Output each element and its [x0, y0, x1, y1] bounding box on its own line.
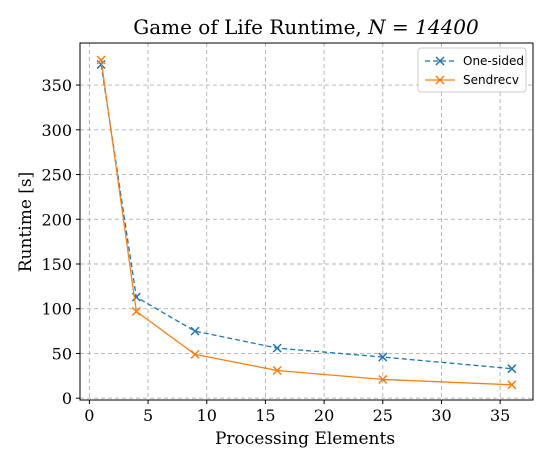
y-tick-label: 100	[41, 300, 72, 319]
x-axis-label: Processing Elements	[215, 429, 395, 449]
marker-x	[96, 55, 106, 65]
y-tick-label: 50	[52, 344, 72, 363]
x-tick-label: 5	[143, 406, 153, 425]
marker-x	[131, 306, 141, 316]
y-tick-label: 150	[41, 255, 72, 274]
marker-x	[378, 352, 388, 362]
marker-x	[190, 349, 200, 359]
marker-x	[272, 343, 282, 353]
marker-x	[190, 326, 200, 336]
chart-title: Game of Life Runtime, N = 14400	[133, 15, 479, 39]
series-line	[100, 64, 512, 370]
marker-x	[507, 364, 517, 374]
y-axis-label: Runtime [s]	[16, 172, 36, 273]
y-tick-label: 350	[41, 76, 72, 95]
marker-x	[435, 75, 445, 85]
chart-title-text: Game of Life Runtime,	[133, 15, 362, 39]
y-tick-label: 200	[41, 210, 72, 229]
x-tick-label: 0	[84, 406, 94, 425]
y-tick-label: 300	[41, 121, 72, 140]
chart-title-math: N = 14400	[367, 15, 479, 39]
x-tick-label: 25	[373, 406, 393, 425]
y-tick-label: 0	[62, 389, 72, 408]
grid	[80, 43, 533, 400]
marker-x	[507, 380, 517, 390]
x-tick-label: 15	[255, 406, 275, 425]
series-line	[100, 59, 512, 386]
legend-box	[417, 47, 527, 93]
x-tick-label: 20	[314, 406, 334, 425]
plot-frame	[79, 42, 534, 401]
series-one-sided	[96, 59, 517, 374]
legend-label: Sendrecv	[463, 73, 519, 87]
legend-label: One-sided	[463, 54, 524, 68]
legend: One-sided Sendrecv	[417, 47, 527, 93]
y-tick-label: 250	[41, 166, 72, 185]
series-layer	[96, 55, 517, 390]
series-sendrecv	[96, 55, 517, 390]
marker-x	[272, 365, 282, 376]
x-tick-label: 35	[490, 406, 510, 425]
x-tick-label: 30	[431, 406, 451, 425]
x-tick-label: 10	[197, 406, 217, 425]
marker-x	[378, 374, 388, 384]
marker-x	[435, 56, 445, 66]
